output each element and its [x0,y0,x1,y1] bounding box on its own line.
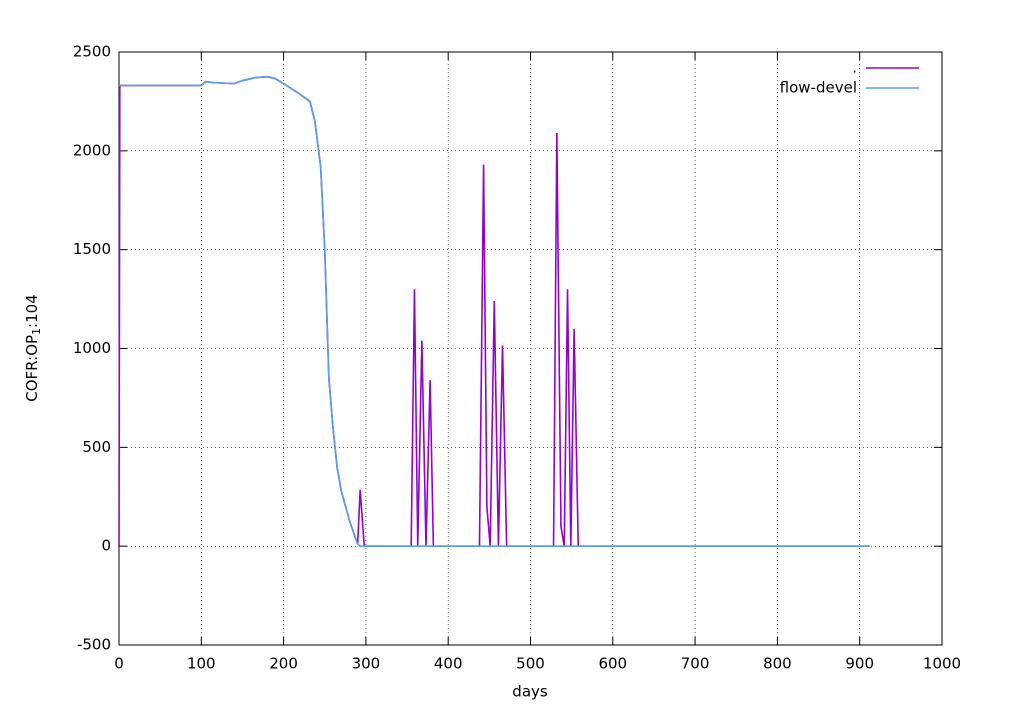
x-tick-label: 900 [845,655,874,673]
y-axis-label: COFR:OP1:104 [23,294,44,401]
x-tick-label: 500 [516,655,545,673]
x-tick-label: 100 [187,655,216,673]
x-tick-label: 300 [352,655,381,673]
x-tick-label: 600 [598,655,627,673]
y-tick-label: 1000 [73,339,111,357]
data-line [118,75,870,547]
y-tick-label: 500 [82,438,111,456]
data-line [119,75,870,547]
y-tick-label: 2500 [73,43,111,61]
y-tick-label: 1500 [73,240,111,258]
x-tick-label: 700 [681,655,710,673]
y-tick-label: -500 [77,636,111,654]
y-axis-label-part: COFR:OP [23,335,41,402]
x-tick-label: 0 [114,655,124,673]
y-tick-label: 2000 [73,141,111,159]
y-axis-label-part: :104 [23,294,41,328]
x-tick-label: 800 [763,655,792,673]
x-tick-label: 200 [269,655,298,673]
y-tick-label: 0 [101,537,111,555]
x-axis-label: days [512,683,548,701]
legend-label: flow-devel [780,79,857,97]
x-tick-label: 400 [434,655,463,673]
legend-label: . [852,59,857,77]
x-tick-label: 1000 [923,655,961,673]
y-axis-label-sub: 1 [30,328,43,335]
